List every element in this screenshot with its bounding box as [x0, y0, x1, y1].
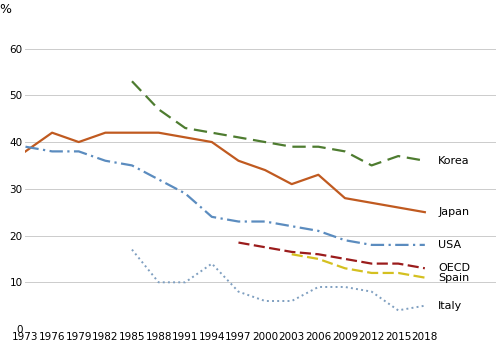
Text: OECD: OECD — [438, 263, 470, 273]
Text: Italy: Italy — [438, 301, 462, 311]
Text: Japan: Japan — [438, 207, 470, 217]
Text: USA: USA — [438, 240, 462, 250]
Text: Spain: Spain — [438, 273, 470, 283]
Text: %: % — [0, 3, 12, 16]
Text: Korea: Korea — [438, 156, 470, 166]
